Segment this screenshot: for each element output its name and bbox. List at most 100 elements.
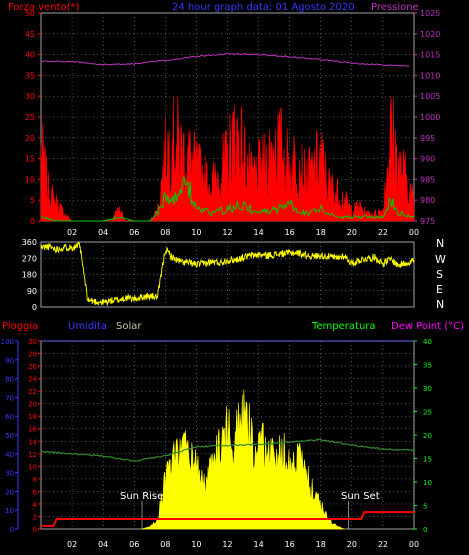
rain-tick-label: 22: [28, 388, 37, 396]
rain-tick-label: 26: [28, 363, 37, 371]
wind-x-tick-label: 08: [160, 228, 170, 237]
rain-tick-label: 18: [28, 413, 37, 421]
pressure-tick-label: 1020: [420, 30, 440, 39]
lower-x-tick-label: 10: [191, 540, 201, 549]
wind-x-tick-label: 00: [409, 228, 419, 237]
pressure-tick-label: 1015: [420, 51, 440, 60]
lower-x-tick-label: 06: [129, 540, 139, 549]
wind-tick-label: 45: [25, 30, 35, 39]
rain-tick-label: 10: [28, 463, 37, 471]
lower-x-tick-label: 04: [98, 540, 108, 549]
humidity-tick-label: 10: [5, 507, 14, 515]
temperature-tick-label: 5: [423, 503, 427, 511]
wind-tick-label: 0: [30, 217, 35, 226]
wind-tick-label: 10: [25, 175, 35, 184]
pressure-tick-label: 1000: [420, 113, 440, 122]
rain-tick-label: 24: [28, 376, 37, 384]
pressure-tick-label: 985: [420, 175, 435, 184]
direction-tick-label: 180: [22, 271, 37, 280]
wind-x-tick-label: 22: [378, 228, 388, 237]
wind-x-tick-label: 16: [285, 228, 295, 237]
solar-axis-label: Solar: [116, 321, 142, 332]
humidity-tick-label: 0: [10, 526, 14, 534]
direction-series: [40, 241, 415, 307]
compass-east: E: [436, 283, 443, 296]
sunrise-label: Sun Rise: [120, 491, 164, 502]
direction-tick-label: 90: [27, 287, 37, 296]
temperature-tick-label: 15: [423, 456, 432, 464]
pressure-axis-label: Pressione: [371, 2, 419, 13]
humidity-tick-label: 50: [5, 432, 14, 440]
wind-tick-label: 20: [25, 134, 35, 143]
wind-tick-label: 40: [25, 51, 35, 60]
rain-tick-label: 12: [28, 451, 37, 459]
lower-x-tick-label: 02: [67, 540, 77, 549]
lower-x-tick-label: 16: [285, 540, 295, 549]
direction-tick-label: 0: [32, 303, 37, 312]
wind-tick-label: 30: [25, 92, 35, 101]
rain-tick-label: 28: [28, 351, 37, 359]
humidity-tick-label: 20: [5, 488, 14, 496]
wind-x-tick-label: 10: [191, 228, 201, 237]
pressure-tick-label: 980: [420, 196, 435, 205]
sunset-label: Sun Set: [341, 491, 380, 502]
rain-tick-label: 4: [33, 501, 38, 509]
dew-point-axis-label: Dew Point (°C): [391, 321, 465, 332]
wind-x-tick-label: 04: [98, 228, 108, 237]
temperature-tick-label: 0: [423, 526, 427, 534]
wind-tick-label: 5: [30, 196, 35, 205]
wind-x-tick-label: 18: [316, 228, 326, 237]
wind-tick-label: 15: [25, 155, 35, 164]
rain-series: [41, 511, 414, 527]
rain-tick-label: 30: [28, 338, 37, 346]
wind-series: [40, 96, 415, 222]
rain-tick-label: 0: [33, 526, 37, 534]
pressure-tick-label: 990: [420, 155, 435, 164]
pressure-tick-label: 995: [420, 134, 435, 143]
compass-south: S: [436, 268, 443, 281]
rain-tick-label: 2: [33, 513, 37, 521]
rain-tick-label: 8: [33, 476, 37, 484]
humidity-tick-label: 80: [5, 376, 14, 384]
temperature-tick-label: 25: [423, 409, 432, 417]
temperature-tick-label: 30: [423, 385, 432, 393]
humidity-axis-label: Umidita: [68, 321, 108, 332]
temperature-axis-label: Temperatura: [312, 321, 376, 332]
pressure-series: [40, 52, 410, 67]
temperature-tick-label: 20: [423, 432, 432, 440]
pressure-tick-label: 1025: [420, 9, 440, 18]
wind-x-tick-label: 14: [253, 228, 263, 237]
temperature-tick-label: 40: [423, 338, 432, 346]
rain-tick-label: 6: [33, 488, 38, 496]
lower-x-tick-label: 18: [316, 540, 326, 549]
rain-tick-label: 20: [28, 401, 37, 409]
direction-tick-label: 270: [22, 254, 37, 263]
lower-x-tick-label: 00: [409, 540, 419, 549]
temperature-series: [40, 438, 414, 462]
compass-north-top: N: [436, 237, 445, 250]
temperature-tick-label: 35: [423, 362, 432, 370]
humidity-tick-label: 30: [5, 470, 14, 478]
wind-tick-label: 25: [25, 113, 35, 122]
rain-tick-label: 14: [28, 438, 37, 446]
pressure-tick-label: 975: [420, 217, 435, 226]
pressure-tick-label: 1005: [420, 92, 440, 101]
lower-x-tick-label: 22: [378, 540, 388, 549]
rain-tick-label: 16: [28, 426, 37, 434]
lower-x-tick-label: 12: [222, 540, 232, 549]
wind-x-tick-label: 06: [129, 228, 139, 237]
humidity-tick-label: 70: [5, 394, 14, 402]
compass-west: W: [435, 253, 446, 266]
wind-x-tick-label: 12: [222, 228, 232, 237]
wind-tick-label: 35: [25, 71, 35, 80]
wind-tick-label: 50: [25, 9, 35, 18]
chart-title: 24 hour graph data: 01 Agosto 2020: [172, 2, 355, 13]
gust-series: [40, 176, 415, 222]
rain-axis-label: Pioggia: [2, 321, 39, 332]
humidity-tick-label: 40: [5, 451, 14, 459]
temperature-tick-label: 10: [423, 479, 432, 487]
wind-x-tick-label: 20: [347, 228, 357, 237]
wind-x-tick-label: 02: [67, 228, 77, 237]
